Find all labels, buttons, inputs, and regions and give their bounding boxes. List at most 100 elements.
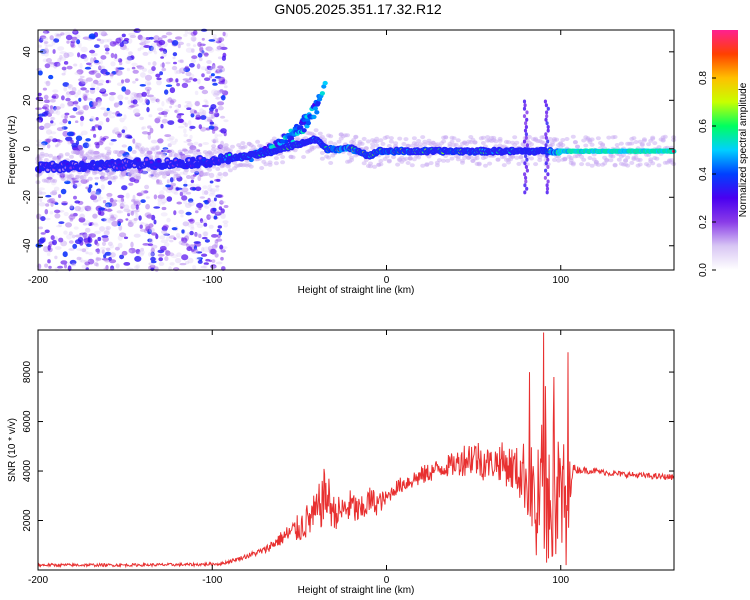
spectrogram-noise-cell (128, 32, 136, 36)
spectrogram-noise-cell (45, 194, 52, 198)
spectrogram-spike-cell (546, 128, 550, 133)
spectrogram-noise-cell (145, 203, 151, 210)
spectrogram-noise-cell (99, 88, 106, 93)
spectrogram-halo-cell (349, 157, 355, 162)
spectrogram-halo-cell (654, 156, 660, 161)
spectrogram-noise-cell (120, 197, 125, 203)
spectrogram-noise-cell (70, 41, 75, 48)
spectrogram-noise-cell (64, 180, 71, 185)
spectrogram-noise-cell (116, 101, 121, 107)
spectrogram-noise-cell (177, 236, 182, 239)
spectrogram-noise-cell (168, 136, 175, 140)
spectrogram-noise-cell (174, 138, 178, 143)
spectrogram-noise-cell (60, 103, 65, 109)
spectrogram-noise-cell (158, 112, 165, 115)
spectrogram-noise-cell (97, 99, 102, 105)
spectrogram-halo-cell (213, 150, 219, 155)
spectrogram-noise-cell (134, 112, 141, 116)
spectrogram-noise-cell (146, 214, 153, 219)
spectrogram-branch-cell (319, 91, 325, 96)
spectrogram-noise-cell (62, 251, 68, 258)
spectrogram-halo-cell (652, 141, 658, 146)
spectrogram-halo-cell (117, 153, 122, 157)
spectrogram-noise-cell (47, 259, 51, 264)
spectrogram-noise-cell (129, 105, 136, 108)
spectrogram-noise-cell (64, 112, 70, 116)
spectrogram-halo-cell (409, 163, 415, 168)
spectrogram-noise-cell (85, 186, 89, 190)
spectrogram-noise-cell (161, 206, 167, 211)
spectrogram-noise-cell (69, 90, 76, 96)
spectrogram-noise-cell (66, 65, 73, 70)
spectrogram-noise-cell (81, 264, 88, 269)
spectrogram-noise-cell (159, 245, 167, 251)
spectrogram-noise-cell (151, 42, 158, 47)
spectrogram-noise-cell (121, 86, 127, 92)
spectrogram-noise-cell (110, 52, 115, 59)
spectrogram-noise-cell (166, 179, 170, 184)
spectrogram-noise-cell (144, 98, 148, 104)
spectrogram-noise-cell (144, 74, 153, 81)
spectrogram-noise-cell (155, 98, 160, 103)
spectrogram-noise-cell (52, 89, 59, 93)
spectrogram-noise-cell (159, 71, 164, 76)
spectrogram-noise-cell (75, 135, 83, 142)
spectrogram-noise-cell (139, 84, 146, 87)
spectrogram-noise-cell (35, 107, 42, 110)
spectrogram-halo-cell (336, 139, 342, 144)
colorbar-tick-label: 0.2 (698, 215, 709, 229)
spectrogram-noise-cell (150, 46, 157, 53)
spectrogram-halo-cell (397, 136, 403, 141)
spectrogram-noise-cell (88, 233, 96, 238)
spectrogram-halo-cell (618, 141, 624, 146)
spectrogram-halo-cell (104, 154, 110, 158)
spectrogram-noise-cell (55, 144, 59, 148)
spectrogram-halo-cell (365, 139, 371, 144)
spectrogram-noise-cell (133, 201, 138, 204)
spectrogram-noise-cell (209, 202, 217, 208)
spectrogram-halo-cell (79, 175, 85, 180)
spectrogram-halo-cell (449, 139, 455, 144)
spectrogram-noise-cell (79, 78, 86, 82)
spectrogram-noise-cell (183, 200, 188, 205)
spectrogram-noise-cell (50, 120, 54, 124)
spectrogram-noise-cell (167, 143, 172, 148)
spectrogram-halo-cell (52, 155, 58, 160)
spectrogram-noise-cell (146, 89, 150, 95)
spectrogram-halo-cell (255, 139, 261, 144)
spectrogram-noise-cell (204, 68, 209, 72)
spectrogram-noise-cell (49, 191, 58, 196)
spectrogram-noise-cell (198, 85, 205, 90)
spectrogram-noise-cell (173, 184, 177, 191)
spectrogram-noise-cell (80, 87, 87, 91)
spectrogram-noise-cell (144, 86, 152, 92)
spectrogram-halo-cell (612, 135, 618, 139)
snr-frame (37, 329, 675, 571)
spectrogram-noise-cell (176, 70, 182, 74)
spectrogram-halo-cell (209, 153, 214, 158)
spectrogram-halo-cell (493, 139, 499, 144)
spectrogram-noise-cell (80, 54, 87, 59)
spectrogram-spike-cell (546, 139, 550, 144)
spectrogram-halo-cell (568, 156, 574, 161)
spectrogram-noise-cell (99, 211, 105, 216)
spectrogram-noise-cell (105, 225, 111, 230)
spectrogram-noise-cell (74, 205, 82, 212)
spectrogram-noise-cell (96, 242, 100, 247)
spectrogram-noise-cell (62, 82, 70, 87)
spectrogram-noise-cell (71, 234, 76, 239)
spectrogram-noise-cell (183, 183, 188, 187)
spectrogram-noise-cell (54, 209, 61, 214)
spectrogram-halo-cell (378, 162, 384, 167)
spectrogram-noise-cell (82, 105, 87, 109)
spectrogram-noise-cell (160, 212, 168, 217)
spectrogram-noise-cell (40, 36, 49, 42)
spectrogram-noise-cell (45, 80, 51, 87)
spectrogram-noise-cell (192, 78, 198, 82)
spectrogram-noise-cell (59, 51, 67, 55)
spectrogram-noise-cell (55, 246, 62, 250)
spectrogram-noise-cell (136, 95, 141, 101)
spectrogram-noise-cell (125, 56, 133, 61)
spectrogram-noise-cell (116, 199, 123, 203)
spectrogram-halo-cell (75, 174, 81, 179)
